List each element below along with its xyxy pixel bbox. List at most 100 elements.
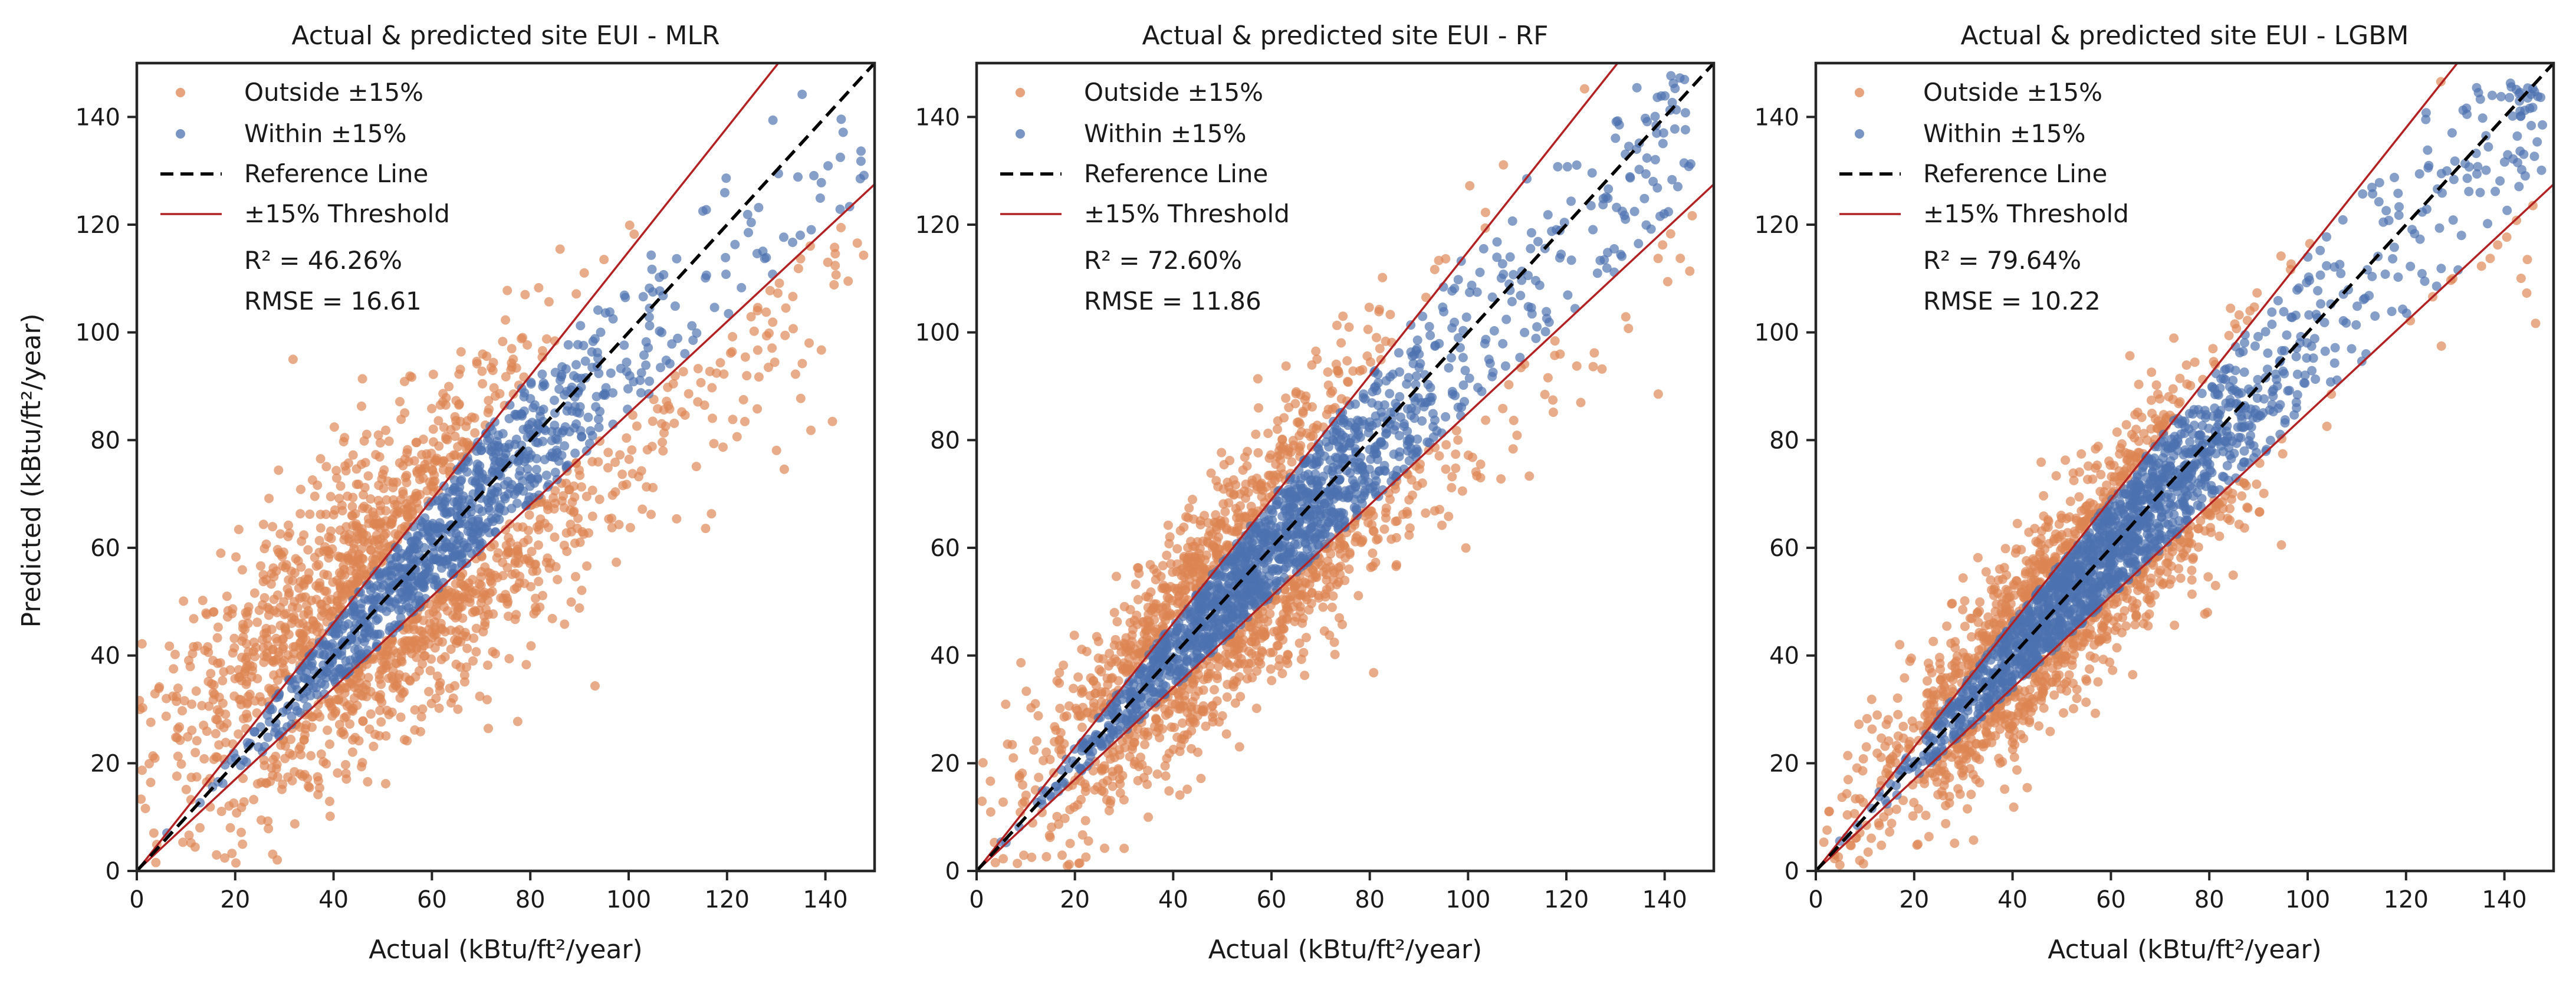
point-outside bbox=[280, 741, 290, 751]
point-outside bbox=[477, 593, 487, 603]
r2-annotation: R² = 46.26% bbox=[244, 246, 402, 275]
point-outside bbox=[1453, 435, 1463, 445]
point-within bbox=[550, 468, 560, 478]
point-within bbox=[616, 363, 626, 373]
point-outside bbox=[773, 288, 783, 298]
point-within bbox=[1666, 71, 1676, 81]
point-outside bbox=[1233, 525, 1243, 535]
point-outside bbox=[1294, 443, 1304, 453]
point-outside bbox=[990, 857, 1000, 867]
point-outside bbox=[238, 714, 248, 724]
point-outside bbox=[1363, 509, 1374, 519]
point-outside bbox=[1161, 771, 1171, 781]
point-within bbox=[835, 204, 845, 214]
point-outside bbox=[397, 688, 408, 698]
point-within bbox=[673, 333, 683, 343]
point-outside bbox=[1369, 527, 1379, 537]
point-outside bbox=[1481, 415, 1491, 425]
point-outside bbox=[146, 717, 156, 727]
point-outside bbox=[1222, 692, 1232, 702]
legend-marker-within bbox=[176, 129, 185, 139]
point-within bbox=[656, 363, 665, 373]
point-within bbox=[1277, 554, 1287, 564]
rmse-annotation: RMSE = 16.61 bbox=[244, 287, 422, 315]
point-outside bbox=[1263, 616, 1273, 626]
point-within bbox=[320, 650, 330, 660]
point-outside bbox=[831, 270, 841, 280]
y-tick-label: 80 bbox=[90, 427, 120, 454]
point-within bbox=[1388, 471, 1398, 480]
point-outside bbox=[1200, 555, 1210, 565]
point-outside bbox=[1465, 181, 1475, 190]
point-outside bbox=[663, 382, 673, 392]
point-within bbox=[540, 455, 550, 465]
point-outside bbox=[192, 641, 202, 651]
point-outside bbox=[1194, 548, 1204, 558]
point-outside bbox=[451, 659, 461, 669]
point-outside bbox=[329, 422, 339, 432]
point-outside bbox=[414, 464, 424, 474]
point-within bbox=[1360, 488, 1370, 498]
point-within bbox=[599, 390, 608, 400]
point-outside bbox=[693, 364, 703, 374]
point-within bbox=[1434, 338, 1444, 349]
point-within bbox=[385, 585, 395, 595]
point-outside bbox=[1184, 503, 1194, 513]
point-outside bbox=[343, 491, 353, 501]
point-outside bbox=[333, 768, 343, 778]
point-outside bbox=[829, 280, 839, 290]
point-within bbox=[511, 410, 521, 419]
point-within bbox=[1652, 93, 1662, 103]
point-outside bbox=[788, 324, 798, 334]
point-outside bbox=[303, 545, 313, 555]
point-outside bbox=[296, 651, 306, 661]
point-outside bbox=[173, 724, 183, 734]
point-outside bbox=[1172, 544, 1182, 554]
point-within bbox=[1149, 687, 1158, 696]
point-within bbox=[356, 587, 365, 597]
point-within bbox=[1609, 267, 1619, 277]
point-outside bbox=[653, 404, 663, 414]
point-outside bbox=[165, 641, 175, 651]
point-within bbox=[667, 339, 677, 349]
point-outside bbox=[1332, 580, 1342, 590]
point-within bbox=[859, 170, 869, 180]
point-outside bbox=[836, 223, 846, 232]
point-within bbox=[1368, 387, 1378, 397]
point-outside bbox=[201, 608, 211, 618]
point-outside bbox=[424, 686, 434, 696]
point-outside bbox=[534, 540, 543, 550]
point-outside bbox=[314, 560, 324, 570]
point-within bbox=[489, 494, 500, 504]
point-outside bbox=[1572, 361, 1582, 371]
point-within bbox=[1406, 443, 1416, 453]
point-within bbox=[1325, 484, 1335, 494]
point-outside bbox=[1080, 779, 1090, 789]
point-outside bbox=[289, 612, 299, 622]
point-outside bbox=[290, 568, 300, 578]
point-outside bbox=[569, 506, 579, 516]
point-outside bbox=[422, 449, 432, 459]
point-outside bbox=[1319, 626, 1329, 636]
point-outside bbox=[1178, 718, 1187, 728]
point-within bbox=[359, 637, 369, 647]
point-outside bbox=[428, 424, 438, 434]
point-outside bbox=[1105, 754, 1115, 764]
point-within bbox=[1359, 389, 1368, 399]
point-outside bbox=[314, 547, 324, 557]
point-outside bbox=[1253, 374, 1263, 384]
point-outside bbox=[1229, 490, 1239, 500]
point-outside bbox=[1186, 537, 1196, 547]
point-outside bbox=[269, 657, 279, 667]
point-within bbox=[363, 595, 373, 605]
point-outside bbox=[345, 719, 355, 729]
point-outside bbox=[222, 612, 232, 622]
point-outside bbox=[208, 695, 218, 705]
point-outside bbox=[1272, 626, 1282, 636]
point-outside bbox=[1212, 696, 1222, 706]
shared-y-axis-label: Predicted (kBtu/ft²/year) bbox=[17, 313, 47, 627]
point-outside bbox=[238, 839, 248, 849]
point-outside bbox=[450, 431, 460, 441]
point-outside bbox=[1077, 830, 1087, 840]
point-outside bbox=[607, 522, 617, 532]
